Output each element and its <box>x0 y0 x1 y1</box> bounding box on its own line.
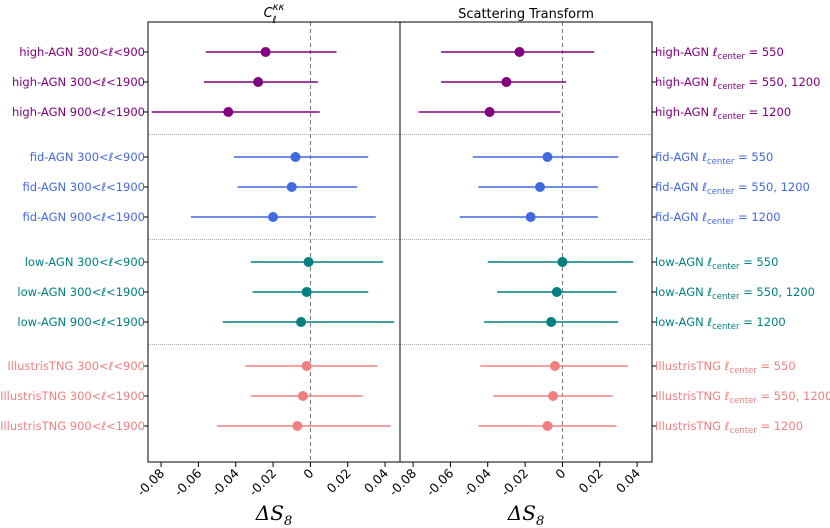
y-tick-label: high-AGN ℓcenter = 550, 1200 <box>655 75 820 92</box>
errorbar-point <box>478 182 598 192</box>
y-tick-label: low-AGN 900<ℓ<1900 <box>17 315 145 329</box>
errorbar-point <box>205 47 337 57</box>
y-tick-label: IllustrisTNG 900<ℓ<1900 <box>0 419 145 433</box>
errorbar-point <box>480 361 628 371</box>
panel-title: Scattering Transform <box>458 7 594 22</box>
y-tick-label: low-AGN ℓcenter = 1200 <box>655 315 786 332</box>
panel-title: Cκκ ℓ <box>264 2 285 26</box>
x-tick-label: 0.02 <box>576 466 606 496</box>
point-marker <box>260 47 271 57</box>
point-marker <box>292 421 303 431</box>
errorbar-point <box>222 317 395 327</box>
point-marker <box>290 152 301 162</box>
point-marker <box>525 212 536 222</box>
y-tick-label: low-AGN 300<ℓ<900 <box>25 255 145 269</box>
x-axis-label: ΔS8 <box>255 501 292 528</box>
y-tick-label: high-AGN 300<ℓ<1900 <box>12 75 145 89</box>
point-marker <box>514 47 525 57</box>
point-marker <box>548 391 559 401</box>
errorbar-point <box>484 317 619 327</box>
errorbar-point <box>250 257 384 267</box>
errorbar-point <box>217 421 391 431</box>
point-marker <box>549 361 560 371</box>
errorbar-point <box>497 287 617 297</box>
errorbar-point <box>252 287 369 297</box>
x-axis-label: ΔS8 <box>507 501 544 528</box>
point-marker <box>296 317 307 327</box>
y-tick-label: fid-AGN ℓcenter = 550 <box>655 150 773 167</box>
x-tick-label: 0.04 <box>613 465 643 495</box>
errorbar-point <box>151 107 320 117</box>
errorbar-point <box>245 361 378 371</box>
y-tick-label: fid-AGN 300<ℓ<1900 <box>22 180 145 194</box>
errorbar-point <box>204 77 318 87</box>
errorbar-point <box>441 77 567 87</box>
y-tick-label: low-AGN ℓcenter = 550 <box>655 255 778 272</box>
errorbar-point <box>478 421 617 431</box>
point-marker <box>253 77 264 87</box>
y-tick-label: high-AGN 900<ℓ<1900 <box>12 105 145 119</box>
x-tick-label: -0.02 <box>498 466 531 499</box>
point-marker <box>557 257 568 267</box>
y-tick-label: high-AGN ℓcenter = 1200 <box>655 105 791 122</box>
x-tick-label: -0.02 <box>246 466 279 499</box>
axes-frame <box>399 21 653 463</box>
point-marker <box>301 287 312 297</box>
errorbar-point <box>459 212 598 222</box>
point-marker <box>551 287 562 297</box>
y-tick-label: IllustrisTNG ℓcenter = 1200 <box>655 419 803 436</box>
point-marker <box>268 212 279 222</box>
errorbar-point <box>472 152 619 162</box>
x-tick-label: 0 <box>552 465 568 481</box>
panel-scattering-transform: -0.08 -0.06 -0.04 -0.02 0 0.02 0.04 ΔS8 Scatteri… <box>386 7 830 528</box>
errorbar-point <box>250 391 363 401</box>
point-marker <box>535 182 545 192</box>
point-marker <box>484 107 495 117</box>
errorbar-point <box>487 257 634 267</box>
point-marker <box>286 182 297 192</box>
x-tick-label: 0 <box>300 465 316 481</box>
y-tick-label: fid-AGN 900<ℓ<1900 <box>22 210 145 224</box>
errorbar-point <box>493 391 613 401</box>
y-tick-label: IllustrisTNG ℓcenter = 550, 1200 <box>655 389 830 406</box>
point-marker <box>542 421 553 431</box>
x-tick-label: 0.02 <box>324 466 354 496</box>
point-marker <box>542 152 553 162</box>
errorbar-point <box>190 212 376 222</box>
y-tick-label: fid-AGN ℓcenter = 1200 <box>655 210 781 227</box>
point-marker <box>301 361 312 371</box>
errorbar-point <box>233 152 369 162</box>
point-marker <box>303 257 314 267</box>
y-tick-label: low-AGN 300<ℓ<1900 <box>17 285 145 299</box>
y-tick-label: IllustrisTNG ℓcenter = 550 <box>655 359 796 376</box>
y-tick-label: low-AGN ℓcenter = 550, 1200 <box>655 285 815 302</box>
point-marker <box>223 107 234 117</box>
y-tick-label: high-AGN 300<ℓ<900 <box>19 45 145 59</box>
errorbar-point <box>441 47 595 57</box>
point-marker <box>546 317 557 327</box>
panel-cl-kappa: -0.08 -0.06 -0.04 -0.02 0 0.02 0.04 ΔS8 Cκκ ℓ high… <box>0 2 401 528</box>
y-tick-label: IllustrisTNG 300<ℓ<1900 <box>0 389 145 403</box>
x-tick-label: -0.04 <box>208 465 242 499</box>
y-tick-label: high-AGN ℓcenter = 550 <box>655 45 784 62</box>
y-tick-label: fid-AGN ℓcenter = 550, 1200 <box>655 180 810 197</box>
errorbar-point <box>418 107 561 117</box>
point-marker <box>501 77 512 87</box>
x-tick-label: -0.08 <box>386 465 420 499</box>
x-tick-label: -0.06 <box>171 465 205 499</box>
errorbar-point <box>237 182 358 192</box>
y-tick-label: fid-AGN 300<ℓ<900 <box>30 150 145 164</box>
point-marker <box>297 391 308 401</box>
x-tick-label: 0.04 <box>361 465 391 495</box>
x-tick-label: -0.06 <box>423 465 457 499</box>
y-tick-label: IllustrisTNG 300<ℓ<900 <box>7 359 145 373</box>
x-tick-label: -0.04 <box>460 465 494 499</box>
x-tick-label: -0.08 <box>134 465 168 499</box>
